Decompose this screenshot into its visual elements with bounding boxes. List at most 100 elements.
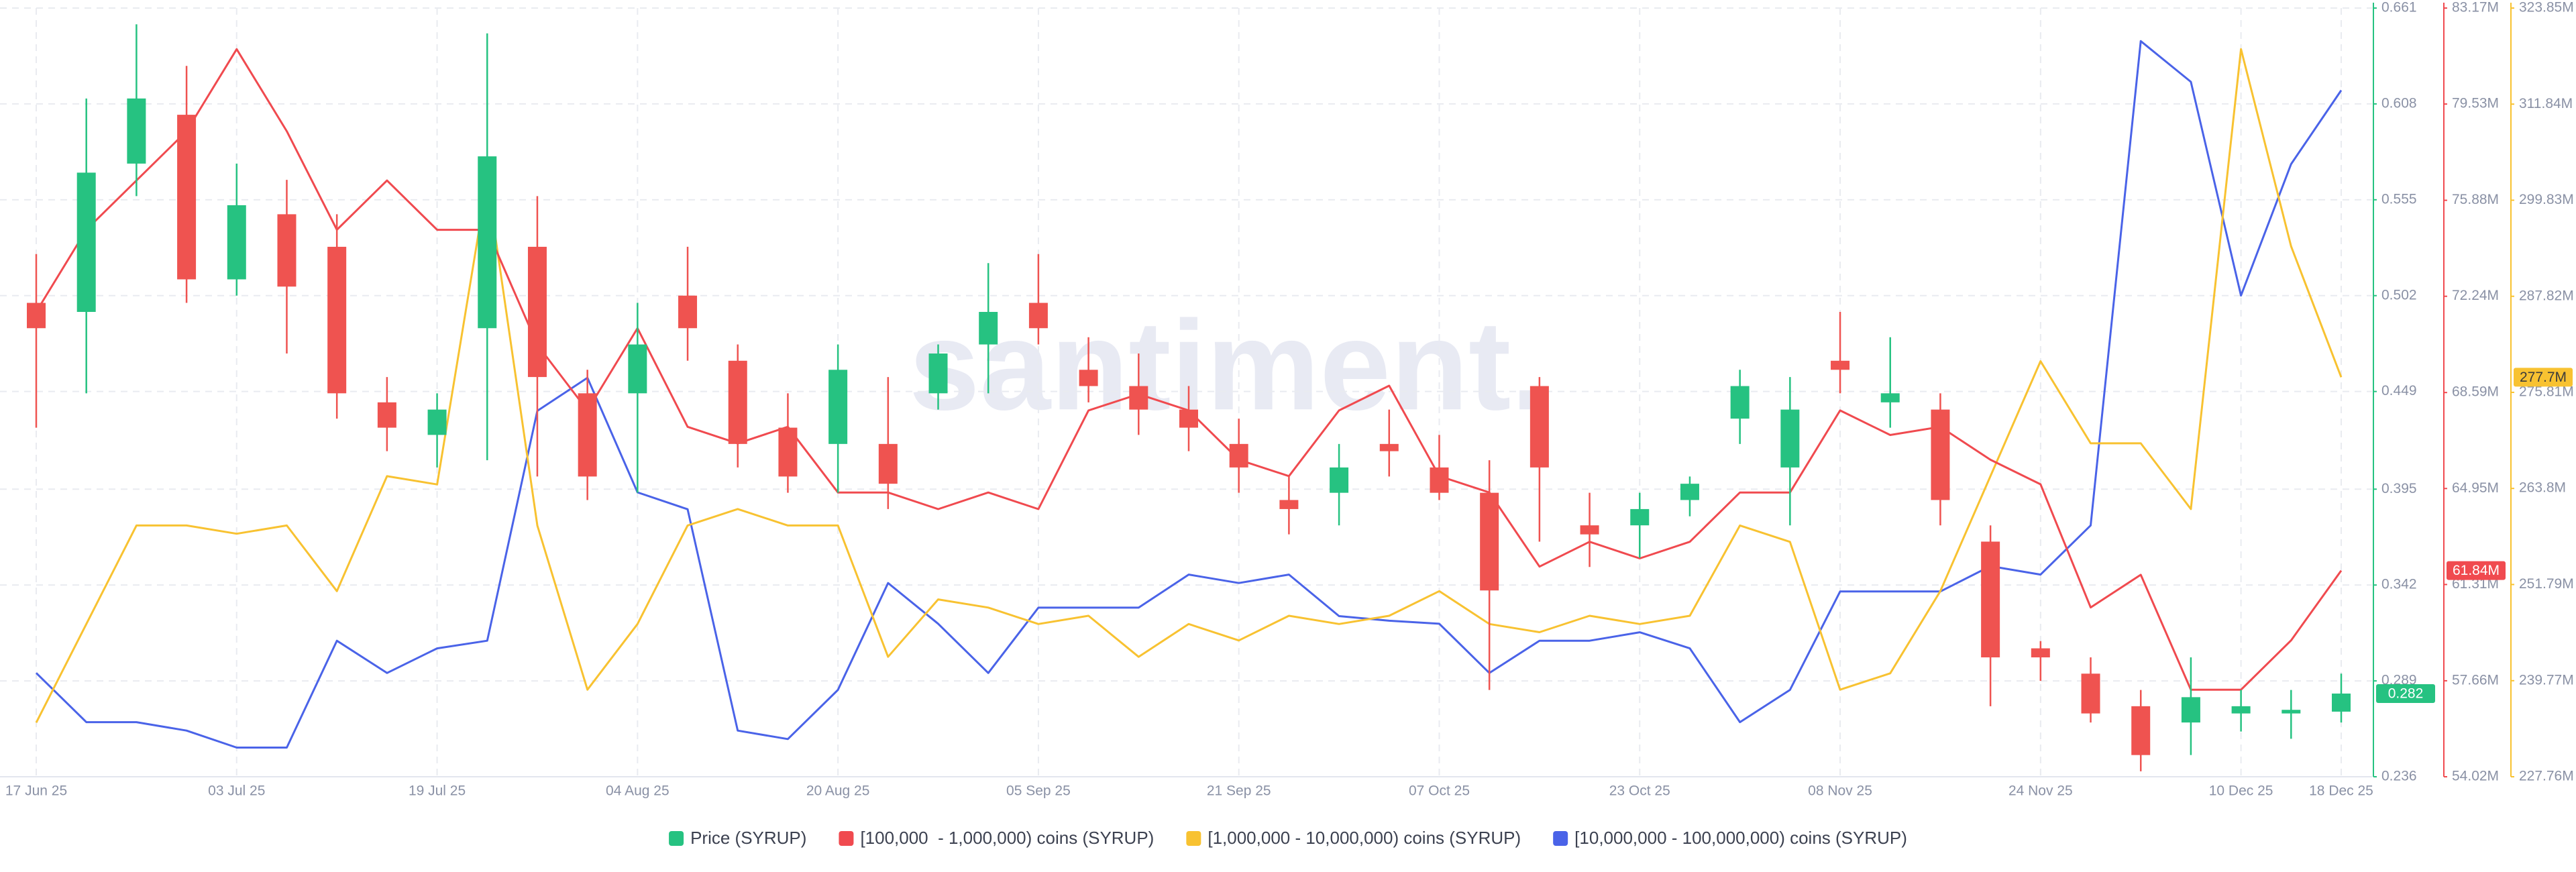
legend-swatch	[669, 831, 684, 846]
x-tick-label: 20 Aug 25	[806, 783, 870, 799]
series-line	[35, 48, 2343, 723]
y2-tick-label: 57.66M	[2452, 672, 2499, 688]
legend-swatch	[1553, 831, 1568, 846]
candle-body	[1079, 370, 1098, 386]
y2-tick-label: 68.59M	[2452, 384, 2499, 400]
y3-tick-label: 251.79M	[2519, 576, 2574, 592]
candle-body	[1880, 393, 1900, 402]
y-tick-label: 0.342	[2381, 577, 2417, 592]
x-tick-label: 07 Oct 25	[1409, 783, 1470, 799]
candle-body	[728, 360, 747, 444]
y3-tick-label: 311.84M	[2519, 96, 2573, 111]
candle-body	[1179, 409, 1198, 428]
candle-body	[1379, 443, 1399, 451]
candle-body	[2081, 673, 2100, 714]
legend: Price (SYRUP) [100,000 - 1,000,000) coins…	[669, 828, 1907, 848]
legend-label: Price (SYRUP)	[690, 828, 806, 848]
legend-label: [1,000,000 - 10,000,000) coins (SYRUP)	[1208, 828, 1521, 848]
current-value-badge	[2376, 684, 2435, 703]
candle-body	[1981, 541, 2000, 658]
x-tick-label: 05 Sep 25	[1006, 783, 1071, 799]
y2-tick-label: 72.24M	[2452, 288, 2499, 303]
y2-tick-label: 54.02M	[2452, 769, 2499, 784]
y3-tick-label: 239.77M	[2519, 672, 2574, 688]
candle-body	[1279, 500, 1299, 509]
candle-body	[2031, 648, 2050, 658]
y2-tick-label: 61.31M	[2452, 576, 2499, 592]
candle-body	[2231, 706, 2251, 714]
legend-swatch	[839, 831, 854, 846]
y3-tick-label: 299.83M	[2519, 192, 2574, 207]
y-tick-label: 0.449	[2381, 383, 2417, 398]
candle-body	[678, 295, 698, 329]
current-value-label: 277.7M	[2520, 370, 2567, 385]
candle-body	[527, 246, 547, 378]
x-tick-label: 03 Jul 25	[208, 783, 265, 799]
candle-body	[1680, 484, 1699, 500]
x-tick-label: 21 Sep 25	[1207, 783, 1271, 799]
candle-body	[778, 427, 798, 477]
candle-body	[327, 246, 347, 394]
x-tick-label: 23 Oct 25	[1609, 783, 1670, 799]
y3-tick-label: 287.82M	[2519, 288, 2574, 303]
candle-body	[628, 344, 647, 394]
series-line	[35, 40, 2343, 749]
y3-tick-label: 323.85M	[2519, 0, 2574, 15]
y-tick-label: 0.395	[2381, 481, 2417, 496]
y2-tick-label: 83.17M	[2452, 0, 2499, 15]
candle-body	[1480, 492, 1499, 591]
x-tick-label: 24 Nov 25	[2008, 783, 2073, 799]
candle-body	[76, 172, 96, 313]
candle-body	[227, 205, 246, 280]
candle-body	[1529, 386, 1549, 468]
x-tick-label: 19 Jul 25	[409, 783, 466, 799]
candle-body	[377, 402, 396, 428]
candle-body	[878, 443, 898, 484]
y3-tick-label: 263.8M	[2519, 480, 2566, 496]
y2-tick-label: 64.95M	[2452, 480, 2499, 496]
x-tick-label: 08 Nov 25	[1808, 783, 1872, 799]
current-value-badge	[2514, 368, 2573, 387]
x-tick-label: 18 Dec 25	[2309, 783, 2373, 799]
candle-body	[478, 156, 497, 329]
candle-body	[1129, 386, 1148, 410]
y-tick-label: 0.608	[2381, 95, 2417, 111]
candle-body	[578, 393, 597, 477]
candle-body	[828, 370, 848, 444]
y3-tick-label: 275.81M	[2519, 384, 2574, 399]
axes: 17 Jun 25 03 Jul 25 19 Jul 25 04 Aug 25 20 A…	[0, 0, 2574, 799]
y2-tick-label: 75.88M	[2452, 192, 2499, 207]
legend-label: [10,000,000 - 100,000,000) coins (SYRUP)	[1574, 828, 1907, 848]
x-tick-label: 17 Jun 25	[5, 783, 67, 799]
candle-body	[127, 98, 146, 164]
legend-label: [100,000 - 1,000,000) coins (SYRUP)	[860, 828, 1154, 848]
candle-body	[2332, 693, 2351, 712]
candle-body	[427, 409, 447, 435]
current-value-label: 0.282	[2388, 686, 2424, 702]
candle-body	[1730, 386, 1750, 419]
candle-body	[1780, 409, 1800, 468]
candle-body	[1430, 467, 1449, 493]
candle-body	[1229, 443, 1248, 468]
candle-body	[1580, 525, 1599, 535]
x-tick-label: 04 Aug 25	[606, 783, 669, 799]
candle-body	[277, 214, 297, 287]
candle-body	[1831, 360, 1850, 370]
y-tick-label: 0.661	[2381, 0, 2417, 15]
current-value-label: 61.84M	[2453, 563, 2500, 578]
candle-body	[979, 312, 998, 345]
y-tick-label: 0.555	[2381, 191, 2417, 207]
candle-body	[177, 115, 197, 280]
candle-body	[1028, 303, 1048, 329]
x-tick-label: 10 Dec 25	[2209, 783, 2273, 799]
candle-body	[2282, 710, 2301, 714]
candle-body	[27, 303, 46, 329]
y-tick-label: 0.502	[2381, 287, 2417, 303]
watermark: santiment.	[909, 294, 1546, 437]
y-tick-label: 0.289	[2381, 673, 2417, 688]
candle-body	[1931, 409, 1950, 500]
current-value-badge	[2447, 561, 2506, 580]
